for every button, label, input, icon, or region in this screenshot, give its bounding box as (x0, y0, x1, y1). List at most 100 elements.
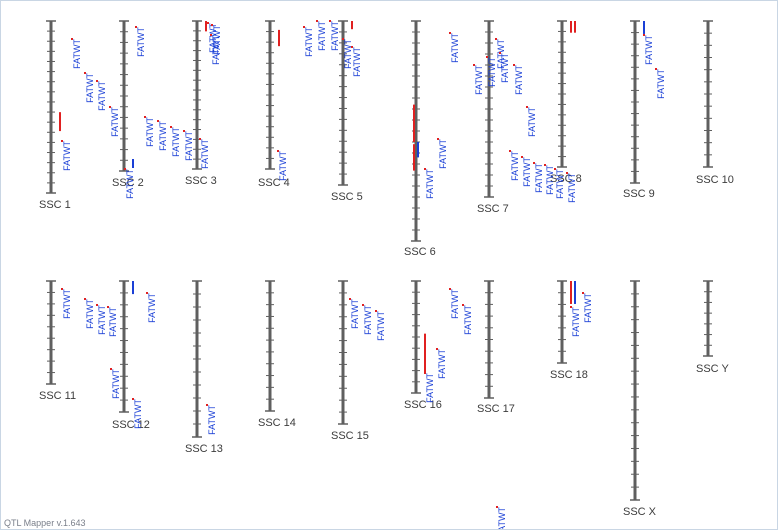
qtl-trait-label[interactable]: FATWT (534, 163, 544, 193)
qtl-interval-bar[interactable] (132, 281, 134, 295)
qtl-trait-label[interactable]: FATWT (450, 289, 460, 319)
qtl-trait-label[interactable]: FATWT (212, 25, 222, 55)
qtl-trait-label[interactable]: FATWT (474, 65, 484, 95)
qtl-trait-label[interactable]: FATWT (97, 81, 107, 111)
qtl-trait-label[interactable]: FATWT (211, 35, 221, 65)
qtl-interval-bar[interactable] (132, 159, 134, 168)
qtl-marker (206, 404, 208, 406)
chromosome-bar[interactable] (633, 281, 637, 500)
qtl-trait-label[interactable]: FATWT (497, 507, 507, 530)
qtl-trait-label[interactable]: FATWT (200, 139, 210, 169)
qtl-trait-label[interactable]: FATWT (108, 307, 118, 337)
qtl-interval-bar[interactable] (570, 21, 572, 33)
qtl-marker (643, 34, 645, 36)
qtl-trait-label[interactable]: FATWT (72, 39, 82, 69)
qtl-interval-bar[interactable] (351, 21, 353, 30)
qtl-trait-label[interactable]: FATWT (184, 131, 194, 161)
qtl-interval-bar[interactable] (574, 21, 576, 33)
qtl-interval-bar[interactable] (643, 21, 645, 34)
qtl-trait-label[interactable]: FATWT (487, 57, 497, 87)
qtl-trait-label[interactable]: FATWT (111, 369, 121, 399)
chromosome-bar[interactable] (49, 21, 53, 193)
qtl-marker (210, 34, 212, 36)
chromosome-bar[interactable] (268, 281, 272, 411)
qtl-trait-label[interactable]: FATWT (567, 173, 577, 203)
qtl-trait-label[interactable]: FATWT (555, 169, 565, 199)
qtl-marker (110, 368, 112, 370)
qtl-trait-label[interactable]: FATWT (583, 293, 593, 323)
qtl-interval-bar[interactable] (417, 142, 419, 158)
qtl-trait-label[interactable]: FATWT (522, 157, 532, 187)
qtl-trait-label[interactable]: FATWT (85, 299, 95, 329)
qtl-interval-bar[interactable] (413, 104, 415, 142)
qtl-marker (566, 172, 568, 174)
qtl-marker (109, 106, 111, 108)
chromosome-bar[interactable] (122, 281, 126, 412)
qtl-trait-label[interactable]: FATWT (145, 117, 155, 147)
qtl-trait-label[interactable]: FATWT (110, 107, 120, 137)
chromosome-label: SSC 18 (550, 369, 588, 381)
qtl-trait-label[interactable]: FATWT (545, 165, 555, 195)
qtl-trait-label[interactable]: FATWT (171, 127, 181, 157)
qtl-trait-label[interactable]: FATWT (450, 33, 460, 63)
qtl-trait-label[interactable]: FATWT (376, 311, 386, 341)
qtl-trait-label[interactable]: FATWT (425, 169, 435, 199)
qtl-trait-label[interactable]: FATWT (463, 305, 473, 335)
qtl-trait-label[interactable]: FATWT (330, 21, 340, 51)
qtl-marker (499, 52, 501, 54)
qtl-marker (473, 64, 475, 66)
qtl-trait-label[interactable]: FATWT (571, 307, 581, 337)
qtl-trait-label[interactable]: FATWT (278, 151, 288, 181)
qtl-trait-label[interactable]: FATWT (500, 53, 510, 83)
chromosome-label: SSC 14 (258, 417, 296, 429)
qtl-marker (655, 68, 657, 70)
qtl-trait-label[interactable]: FATWT (304, 27, 314, 57)
qtl-trait-label[interactable]: FATWT (97, 305, 107, 335)
qtl-interval-bar[interactable] (59, 112, 61, 132)
chromosome-bar[interactable] (341, 21, 345, 185)
qtl-trait-label[interactable]: FATWT (350, 299, 360, 329)
qtl-interval-bar[interactable] (424, 333, 426, 373)
qtl-interval-bar[interactable] (278, 29, 280, 47)
chromosome-bar[interactable] (706, 281, 710, 356)
qtl-marker (303, 26, 305, 28)
qtl-interval-bar[interactable] (413, 144, 415, 171)
qtl-trait-label[interactable]: FATWT (207, 405, 217, 435)
qtl-trait-label[interactable]: FATWT (363, 305, 373, 335)
qtl-marker (554, 168, 556, 170)
qtl-trait-label[interactable]: FATWT (136, 27, 146, 57)
qtl-trait-label[interactable]: FATWT (514, 65, 524, 95)
qtl-trait-label[interactable]: FATWT (352, 47, 362, 77)
chromosome-bar[interactable] (560, 281, 564, 363)
qtl-marker (144, 116, 146, 118)
qtl-trait-label[interactable]: FATWT (62, 141, 72, 171)
qtl-trait-label[interactable]: FATWT (158, 121, 168, 151)
qtl-trait-label[interactable]: FATWT (656, 69, 666, 99)
qtl-marker (316, 20, 318, 22)
qtl-trait-label[interactable]: FATWT (85, 73, 95, 103)
qtl-interval-bar[interactable] (205, 21, 207, 32)
qtl-trait-label[interactable]: FATWT (125, 169, 135, 199)
chromosome-label: SSC 11 (39, 390, 76, 402)
qtl-marker (183, 130, 185, 132)
qtl-trait-label[interactable]: FATWT (133, 399, 143, 429)
chromosome-bar[interactable] (49, 281, 53, 384)
qtl-trait-label[interactable]: FATWT (343, 39, 353, 69)
qtl-trait-label[interactable]: FATWT (510, 151, 520, 181)
qtl-trait-label[interactable]: FATWT (208, 23, 218, 53)
qtl-trait-label[interactable]: FATWT (317, 21, 327, 51)
qtl-trait-label[interactable]: FATWT (527, 107, 537, 137)
qtl-interval-bar[interactable] (574, 281, 576, 304)
qtl-interval-bar[interactable] (570, 281, 572, 304)
qtl-trait-label[interactable]: FATWT (437, 349, 447, 379)
qtl-trait-label[interactable]: FATWT (62, 289, 72, 319)
qtl-trait-label[interactable]: FATWT (644, 35, 654, 65)
qtl-trait-label[interactable]: FATWT (147, 293, 157, 323)
chromosome-bar[interactable] (195, 21, 199, 169)
qtl-marker (526, 106, 528, 108)
qtl-trait-label[interactable]: FATWT (438, 139, 448, 169)
qtl-marker (157, 120, 159, 122)
qtl-marker (124, 168, 126, 170)
qtl-trait-label[interactable]: FATWT (425, 373, 435, 403)
